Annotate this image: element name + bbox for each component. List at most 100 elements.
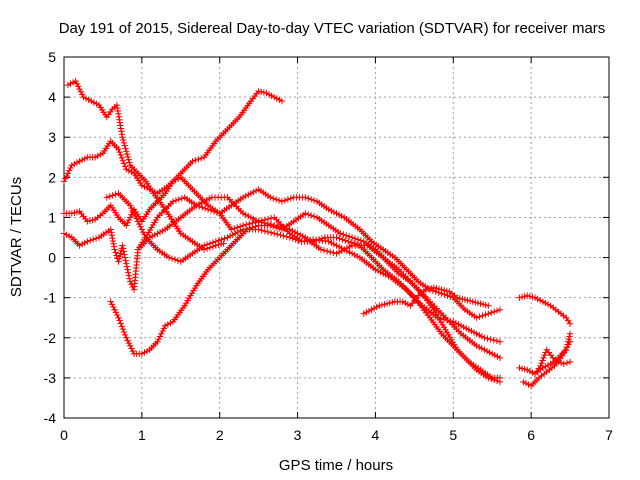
series-line [519, 295, 571, 325]
data-point [119, 134, 126, 141]
data-point [566, 358, 574, 366]
data-point [209, 239, 217, 246]
data-point [125, 339, 133, 347]
data-point [126, 159, 133, 166]
data-point [121, 251, 128, 258]
data-point [89, 236, 97, 243]
data-point [134, 218, 142, 225]
data-point [281, 197, 289, 204]
data-point [277, 231, 284, 239]
data-point [124, 219, 131, 226]
data-point [220, 240, 227, 247]
data-point [302, 194, 309, 201]
data-point [434, 314, 441, 321]
data-point [115, 258, 122, 265]
data-point [124, 266, 131, 273]
data-point [340, 231, 347, 238]
y-tick-label: 2 [48, 169, 56, 185]
data-point [108, 232, 116, 239]
data-point [126, 275, 133, 282]
data-point [129, 207, 136, 214]
data-point [125, 216, 133, 224]
data-point [496, 374, 504, 382]
data-point [278, 198, 286, 205]
data-point [169, 198, 177, 205]
x-axis-label: GPS time / hours [279, 457, 393, 474]
y-tick-label: 0 [48, 250, 56, 266]
data-point [327, 248, 334, 256]
data-point [121, 142, 128, 149]
y-tick-label: 1 [48, 209, 56, 225]
data-point [132, 212, 139, 220]
data-point [112, 309, 120, 316]
data-point [141, 231, 148, 239]
data-point [123, 263, 131, 270]
data-point [284, 196, 292, 203]
data-point [125, 156, 132, 163]
series-layer [60, 77, 574, 390]
data-point [126, 342, 134, 349]
data-point [476, 313, 483, 320]
grid-lines [64, 57, 609, 418]
data-point [317, 246, 325, 253]
data-point [115, 146, 122, 153]
series-track-12 [531, 330, 574, 378]
data-point [113, 252, 120, 259]
series-track-9 [516, 292, 574, 327]
data-point [345, 233, 353, 240]
data-point [128, 345, 135, 352]
data-point [496, 338, 504, 345]
data-point [133, 215, 140, 222]
data-point [119, 157, 127, 164]
data-point [139, 228, 147, 236]
data-point [305, 195, 312, 202]
data-point [215, 237, 222, 244]
data-point [78, 91, 86, 98]
data-point [189, 158, 196, 165]
data-point [274, 231, 281, 238]
data-point [121, 163, 129, 170]
data-point [541, 351, 548, 359]
data-point [136, 220, 143, 228]
data-point [77, 88, 85, 95]
data-point [447, 293, 454, 300]
data-point [351, 235, 359, 242]
data-point [330, 249, 337, 256]
data-point [283, 233, 290, 240]
data-point [207, 207, 215, 214]
data-point [123, 150, 131, 158]
data-point [108, 301, 116, 308]
data-point [562, 346, 570, 354]
data-point [129, 347, 136, 355]
data-point [126, 278, 134, 285]
data-point [195, 156, 202, 163]
data-point [115, 314, 122, 321]
data-point [107, 226, 114, 233]
data-point [565, 335, 572, 343]
data-point [200, 242, 208, 249]
x-tick-label: 3 [294, 427, 302, 443]
data-point [117, 250, 124, 257]
data-point [301, 237, 308, 245]
data-point [126, 214, 134, 221]
data-point [120, 328, 128, 336]
data-point [258, 219, 265, 226]
data-point [84, 238, 91, 245]
data-point [323, 247, 331, 255]
data-point [280, 232, 287, 240]
data-point [75, 83, 82, 90]
data-point [274, 223, 281, 230]
x-tick-label: 0 [60, 427, 68, 443]
data-point [106, 193, 113, 200]
data-point [156, 333, 164, 340]
data-point [123, 334, 130, 341]
data-point [482, 311, 489, 318]
data-point [120, 248, 127, 255]
data-point [87, 237, 94, 244]
data-point [564, 341, 571, 348]
data-point [62, 175, 69, 182]
data-point [109, 192, 116, 199]
data-point [320, 247, 328, 254]
series-line [67, 80, 224, 251]
